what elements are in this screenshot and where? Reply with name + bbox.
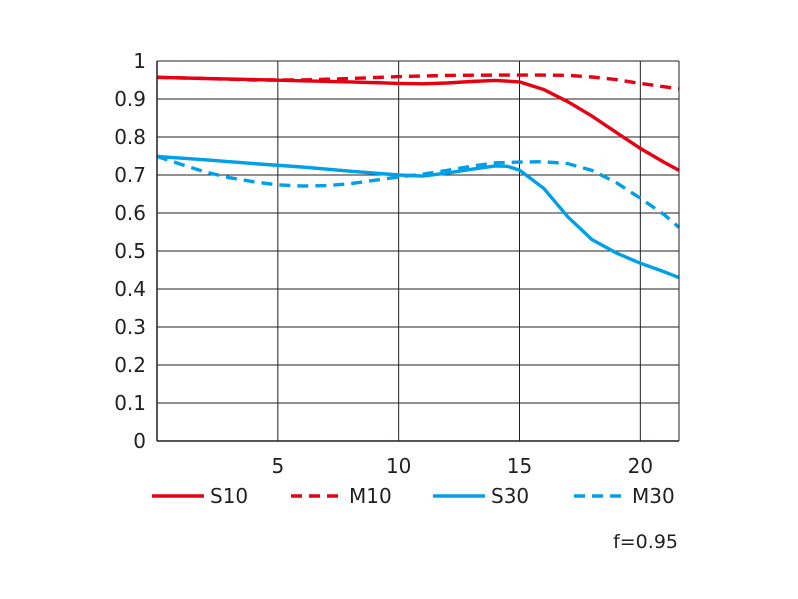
tick-labels: 00.10.20.30.40.50.60.70.80.915 10 15 20 [114, 49, 653, 478]
legend: S10 M10 S30 M30 [152, 484, 675, 508]
plot-frame [156, 61, 680, 442]
legend-label-m30: M30 [632, 484, 675, 508]
series-line-s10 [156, 75, 680, 172]
aperture-annotation: f=0.95 [613, 531, 678, 553]
grid-lines [157, 60, 679, 442]
y-tick-label: 0.2 [114, 353, 146, 377]
x-tick-label: 10 [386, 454, 411, 478]
series-line-m10 [156, 73, 680, 91]
legend-label-m10: M10 [349, 484, 392, 508]
y-tick-label: 1 [133, 49, 146, 73]
y-tick-label: 0.1 [114, 391, 146, 415]
y-tick-label: 0 [133, 429, 146, 453]
y-tick-label: 0.4 [114, 277, 146, 301]
series-lines [156, 73, 681, 280]
legend-label-s10: S10 [210, 484, 248, 508]
legend-label-s30: S30 [491, 484, 529, 508]
y-tick-label: 0.3 [114, 315, 146, 339]
series-line-m30 [156, 154, 681, 229]
series-line-s30 [156, 154, 680, 280]
y-tick-label: 0.6 [114, 201, 146, 225]
y-tick-label: 0.9 [114, 87, 146, 111]
x-tick-label: 15 [507, 454, 532, 478]
y-tick-label: 0.5 [114, 239, 146, 263]
x-tick-label: 20 [628, 454, 653, 478]
y-tick-label: 0.8 [114, 125, 146, 149]
y-tick-label: 0.7 [114, 163, 146, 187]
x-tick-label: 5 [271, 454, 284, 478]
